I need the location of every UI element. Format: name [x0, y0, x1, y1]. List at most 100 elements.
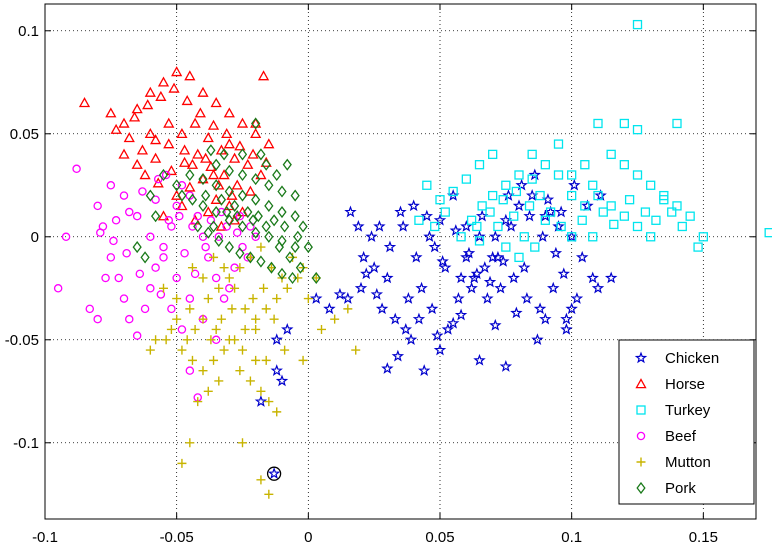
data-point-chicken: [373, 219, 386, 232]
data-point-mutton: [177, 458, 187, 468]
data-point-pork: [282, 158, 292, 171]
data-point-chicken: [420, 209, 434, 222]
data-point-chicken: [341, 292, 355, 304]
data-point-chicken: [254, 395, 268, 407]
data-point-pork: [253, 210, 263, 223]
data-point-horse: [221, 127, 233, 139]
data-point-mutton: [343, 304, 353, 314]
data-point-pork: [245, 251, 256, 264]
data-point-horse: [247, 148, 259, 159]
data-point-chicken: [431, 329, 444, 341]
data-point-chicken: [507, 271, 520, 284]
data-point-horse: [263, 138, 275, 149]
data-point-pork: [177, 189, 187, 202]
data-point-chicken: [594, 189, 607, 201]
data-point-mutton: [198, 273, 208, 283]
data-point-turkey: [535, 190, 545, 201]
data-point-horse: [223, 107, 235, 118]
data-point-beef: [119, 191, 129, 200]
data-point-turkey: [540, 160, 550, 170]
data-point-mutton: [235, 366, 245, 376]
data-point-pork: [211, 158, 221, 171]
data-point-beef: [122, 249, 131, 258]
data-point-pork: [145, 189, 155, 202]
data-point-mutton: [240, 304, 250, 314]
data-point-chicken: [525, 189, 539, 201]
data-point-pork: [272, 168, 282, 182]
data-point-horse: [210, 97, 222, 108]
axis-ticks: -0.1 -0.05 0 0.05 0.1 0.15 -0.1 -0.05 0 0.05 0.1: [5, 4, 756, 546]
data-point-horse: [157, 210, 170, 221]
data-point-horse: [236, 117, 249, 128]
data-point-chicken: [470, 267, 484, 280]
data-point-horse: [197, 173, 209, 184]
data-point-turkey: [577, 215, 587, 225]
data-point-chicken: [370, 287, 384, 300]
data-point-turkey: [567, 232, 577, 242]
data-point-horse: [218, 169, 230, 180]
data-point-mutton: [280, 345, 290, 355]
data-point-mutton: [256, 242, 266, 252]
data-point-mutton: [240, 324, 250, 334]
data-point-pork: [172, 179, 182, 192]
data-point-chicken: [381, 271, 394, 284]
data-point-chicken: [417, 364, 431, 376]
data-point-beef: [156, 290, 166, 299]
data-point-beef: [125, 207, 134, 217]
data-point-chicken: [518, 261, 531, 273]
data-point-chicken: [407, 199, 420, 212]
data-point-pork: [158, 168, 169, 182]
data-point-pork: [208, 220, 219, 233]
data-point-pork: [198, 199, 208, 212]
data-point-pork: [293, 230, 303, 243]
data-point-turkey: [514, 252, 524, 263]
data-point-mutton: [238, 438, 247, 448]
data-point-pork: [277, 234, 287, 247]
data-point-turkey: [553, 139, 564, 149]
data-point-horse: [234, 140, 246, 151]
data-point-chicken: [475, 209, 489, 222]
data-point-chicken: [433, 213, 447, 226]
legend-marker-beef: [636, 431, 646, 441]
data-point-chicken: [423, 230, 436, 243]
data-point-mutton: [187, 263, 197, 273]
data-point-pork: [264, 199, 274, 212]
data-point-turkey: [764, 228, 772, 238]
data-point-turkey: [640, 207, 651, 217]
data-point-chicken: [549, 246, 563, 259]
data-point-chicken: [375, 302, 389, 315]
data-point-beef: [198, 232, 208, 242]
data-point-chicken: [399, 322, 412, 335]
data-point-beef: [111, 216, 121, 225]
legend-marker-mutton: [636, 457, 646, 467]
data-point-beef: [106, 253, 116, 262]
data-point-pork: [269, 214, 279, 227]
data-point-chicken: [452, 292, 465, 304]
data-point-beef: [72, 164, 81, 174]
data-point-horse: [197, 86, 209, 97]
data-point-horse: [200, 152, 212, 163]
data-point-turkey: [619, 160, 629, 170]
legend-label-chicken: Chicken: [665, 350, 719, 367]
data-point-turkey: [530, 242, 540, 252]
data-point-turkey: [659, 195, 669, 205]
data-point-horse: [128, 111, 141, 122]
data-point-chicken: [541, 193, 555, 205]
data-point-chicken: [575, 250, 589, 263]
data-point-turkey: [519, 232, 529, 242]
data-point-pork: [261, 220, 271, 233]
data-point-turkey: [435, 195, 445, 205]
data-point-turkey: [606, 149, 616, 160]
data-point-chicken: [465, 281, 478, 294]
data-point-turkey: [511, 186, 522, 197]
data-point-turkey: [430, 221, 440, 232]
data-point-chicken: [494, 281, 507, 294]
data-point-beef: [235, 211, 245, 221]
data-point-pork: [290, 210, 300, 223]
data-point-beef: [93, 201, 102, 211]
data-point-horse: [242, 158, 254, 169]
data-point-mutton: [269, 314, 279, 324]
data-point-turkey: [466, 215, 477, 225]
data-point-chicken: [591, 281, 605, 294]
data-point-horse: [228, 152, 241, 163]
